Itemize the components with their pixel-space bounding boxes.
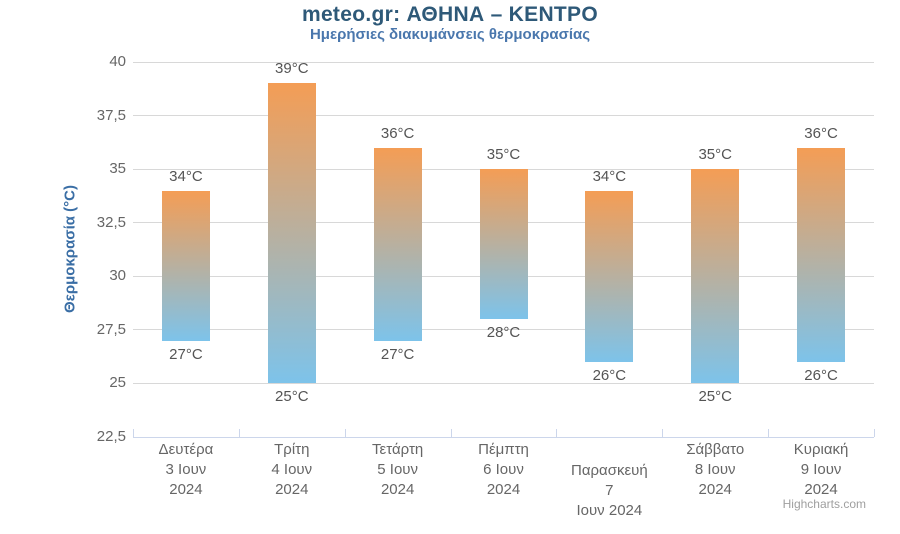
chart-subtitle: Ημερήσιες διακυμάνσεις θερμοκρασίας xyxy=(309,26,591,43)
gridline xyxy=(133,115,874,117)
min-temp-label: 28°C xyxy=(486,324,521,342)
x-axis-label: Παρασκευή 7 Ιουν 2024 xyxy=(549,461,669,521)
x-axis-label-line: 3 Ιουν xyxy=(165,461,207,478)
y-tick-label: 22,5 xyxy=(96,428,126,445)
x-axis-label-line: Παρασκευή xyxy=(570,462,648,479)
y-tick-label: 40 xyxy=(109,53,126,70)
x-axis-tick xyxy=(874,429,875,437)
x-axis-label-line: 8 Ιουν xyxy=(694,461,736,478)
max-temp-label: 39°C xyxy=(275,60,309,78)
max-temp-label: 35°C xyxy=(698,146,732,164)
temperature-bar[interactable] xyxy=(479,169,528,320)
x-axis-label-line: Σάββατο xyxy=(686,441,745,458)
gridline xyxy=(133,61,874,63)
x-axis-label: Τρίτη 4 Ιουν 2024 xyxy=(232,440,352,500)
x-axis-label-line: 5 Ιουν xyxy=(377,461,418,478)
temperature-bar[interactable] xyxy=(691,169,740,384)
x-axis-tick xyxy=(344,429,346,437)
gridline xyxy=(133,382,874,384)
x-axis-tick xyxy=(768,429,770,437)
temperature-bar[interactable] xyxy=(373,147,422,341)
temperature-bar[interactable] xyxy=(161,190,210,341)
max-temp-label: 34°C xyxy=(169,167,203,185)
min-temp-label: 27°C xyxy=(380,345,415,363)
x-axis-label: Κυριακή 9 Ιουν 2024 xyxy=(761,440,881,500)
temperature-bar[interactable] xyxy=(267,83,316,384)
max-temp-label: 35°C xyxy=(486,146,521,164)
x-axis-label-line: Πέμπτη xyxy=(478,441,529,458)
x-axis-label-line: 2024 xyxy=(380,481,415,498)
x-axis-label-line: Κυριακή xyxy=(793,441,849,458)
min-temp-label: 26°C xyxy=(804,367,838,384)
x-axis-label-line: 7 xyxy=(605,482,614,499)
y-tick-label: 30 xyxy=(109,267,126,285)
x-axis-label: Πέμπτη 6 Ιουν 2024 xyxy=(444,440,564,500)
x-axis-label: Δευτέρα 3 Ιουν 2024 xyxy=(126,440,246,500)
x-axis-label-line: 2024 xyxy=(169,481,203,498)
min-temp-label: 25°C xyxy=(698,388,732,406)
y-tick-label: 32,5 xyxy=(96,213,126,231)
x-axis-label-line: 2024 xyxy=(804,481,838,498)
temperature-bar[interactable] xyxy=(797,147,846,362)
min-temp-label: 26°C xyxy=(592,367,627,384)
y-tick-label: 37,5 xyxy=(96,106,126,124)
min-temp-label: 25°C xyxy=(275,388,309,406)
y-tick-label: 25 xyxy=(109,374,126,392)
x-axis-label-line: 2024 xyxy=(698,481,732,498)
x-axis-tick xyxy=(450,429,452,437)
x-axis-label-line: Ιουν 2024 xyxy=(576,502,643,519)
x-axis-label-line: 4 Ιουν xyxy=(271,461,313,478)
x-axis-label-line: 2024 xyxy=(486,481,521,498)
max-temp-label: 36°C xyxy=(804,124,838,142)
x-axis-label-line: 9 Ιουν xyxy=(800,461,842,478)
x-axis-label-line: Δευτέρα xyxy=(158,441,214,458)
temperature-bar[interactable] xyxy=(585,190,634,362)
x-axis-tick xyxy=(133,429,134,437)
x-axis-tick xyxy=(238,429,240,437)
highcharts-credit[interactable]: Highcharts.com xyxy=(782,497,866,511)
max-temp-label: 34°C xyxy=(592,167,627,185)
x-axis-label-line: 2024 xyxy=(275,481,309,498)
gridline xyxy=(133,329,874,331)
x-axis-label: Σάββατο 8 Ιουν 2024 xyxy=(655,440,775,500)
x-axis-label: Τετάρτη 5 Ιουν 2024 xyxy=(338,440,458,500)
max-temp-label: 36°C xyxy=(380,124,415,142)
x-axis-label-line: Τετάρτη xyxy=(372,441,424,458)
min-temp-label: 27°C xyxy=(169,345,203,363)
x-axis-tick xyxy=(556,429,558,437)
y-tick-label: 27,5 xyxy=(96,320,126,338)
x-axis-tick xyxy=(662,429,664,437)
y-tick-label: 35 xyxy=(109,160,126,178)
x-axis-label-line: 6 Ιουν xyxy=(483,461,524,478)
x-axis-line xyxy=(133,437,874,438)
x-axis-label-line: Τρίτη xyxy=(274,441,310,458)
chart-title: meteo.gr: ΑΘΗΝΑ – ΚΕΝΤΡΟ xyxy=(301,3,598,26)
